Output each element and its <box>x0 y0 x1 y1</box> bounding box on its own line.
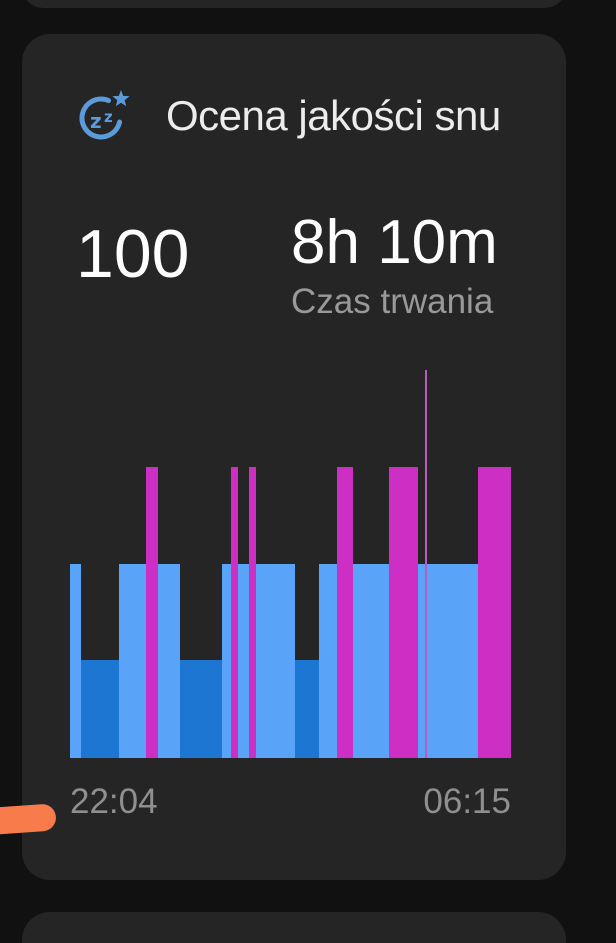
chart-segment-deep <box>179 660 222 758</box>
chart-segment-awake <box>230 467 238 758</box>
svg-text:z: z <box>90 109 102 133</box>
sleep-quality-card[interactable]: z z Ocena jakości snu 100 8h 10m Czas tr… <box>22 34 566 880</box>
chart-segment-light <box>157 564 180 758</box>
chart-segment-light <box>255 564 295 758</box>
chart-segment-light <box>118 564 146 758</box>
chart-segment-light <box>237 564 250 758</box>
chart-segment-deep <box>294 660 320 758</box>
chart-segment-awake <box>389 467 419 758</box>
sleep-zz-star-icon: z z <box>79 90 130 140</box>
chart-segment-light <box>70 564 81 758</box>
chart-segment-awake <box>336 467 354 758</box>
sleep-end-time: 06:15 <box>423 782 511 821</box>
next-card-partial[interactable] <box>22 912 566 943</box>
svg-text:z: z <box>104 108 113 126</box>
previous-card-partial[interactable] <box>22 0 566 8</box>
duration-block: 8h 10m Czas trwania <box>291 208 498 321</box>
chart-segment-awake <box>249 467 256 758</box>
chart-segment-spike <box>424 370 427 758</box>
chart-segment-light <box>353 564 390 758</box>
chart-segment-deep <box>80 660 119 758</box>
time-axis: 22:04 06:15 <box>70 784 511 820</box>
card-header: z z Ocena jakości snu <box>78 88 501 144</box>
duration-value: 8h 10m <box>291 208 498 277</box>
duration-label: Czas trwania <box>291 282 494 321</box>
card-title: Ocena jakości snu <box>166 92 501 139</box>
sleep-start-time: 22:04 <box>70 782 158 821</box>
chart-segment-light <box>319 564 337 758</box>
chart-segment-awake <box>145 467 158 758</box>
chart-segment-light <box>221 564 231 758</box>
chart-segment-light <box>426 564 479 758</box>
sleep-score-value: 100 <box>76 216 190 292</box>
chart-segment-light <box>418 564 425 758</box>
sleep-stages-chart[interactable] <box>70 370 511 758</box>
chart-segment-awake <box>478 467 511 758</box>
